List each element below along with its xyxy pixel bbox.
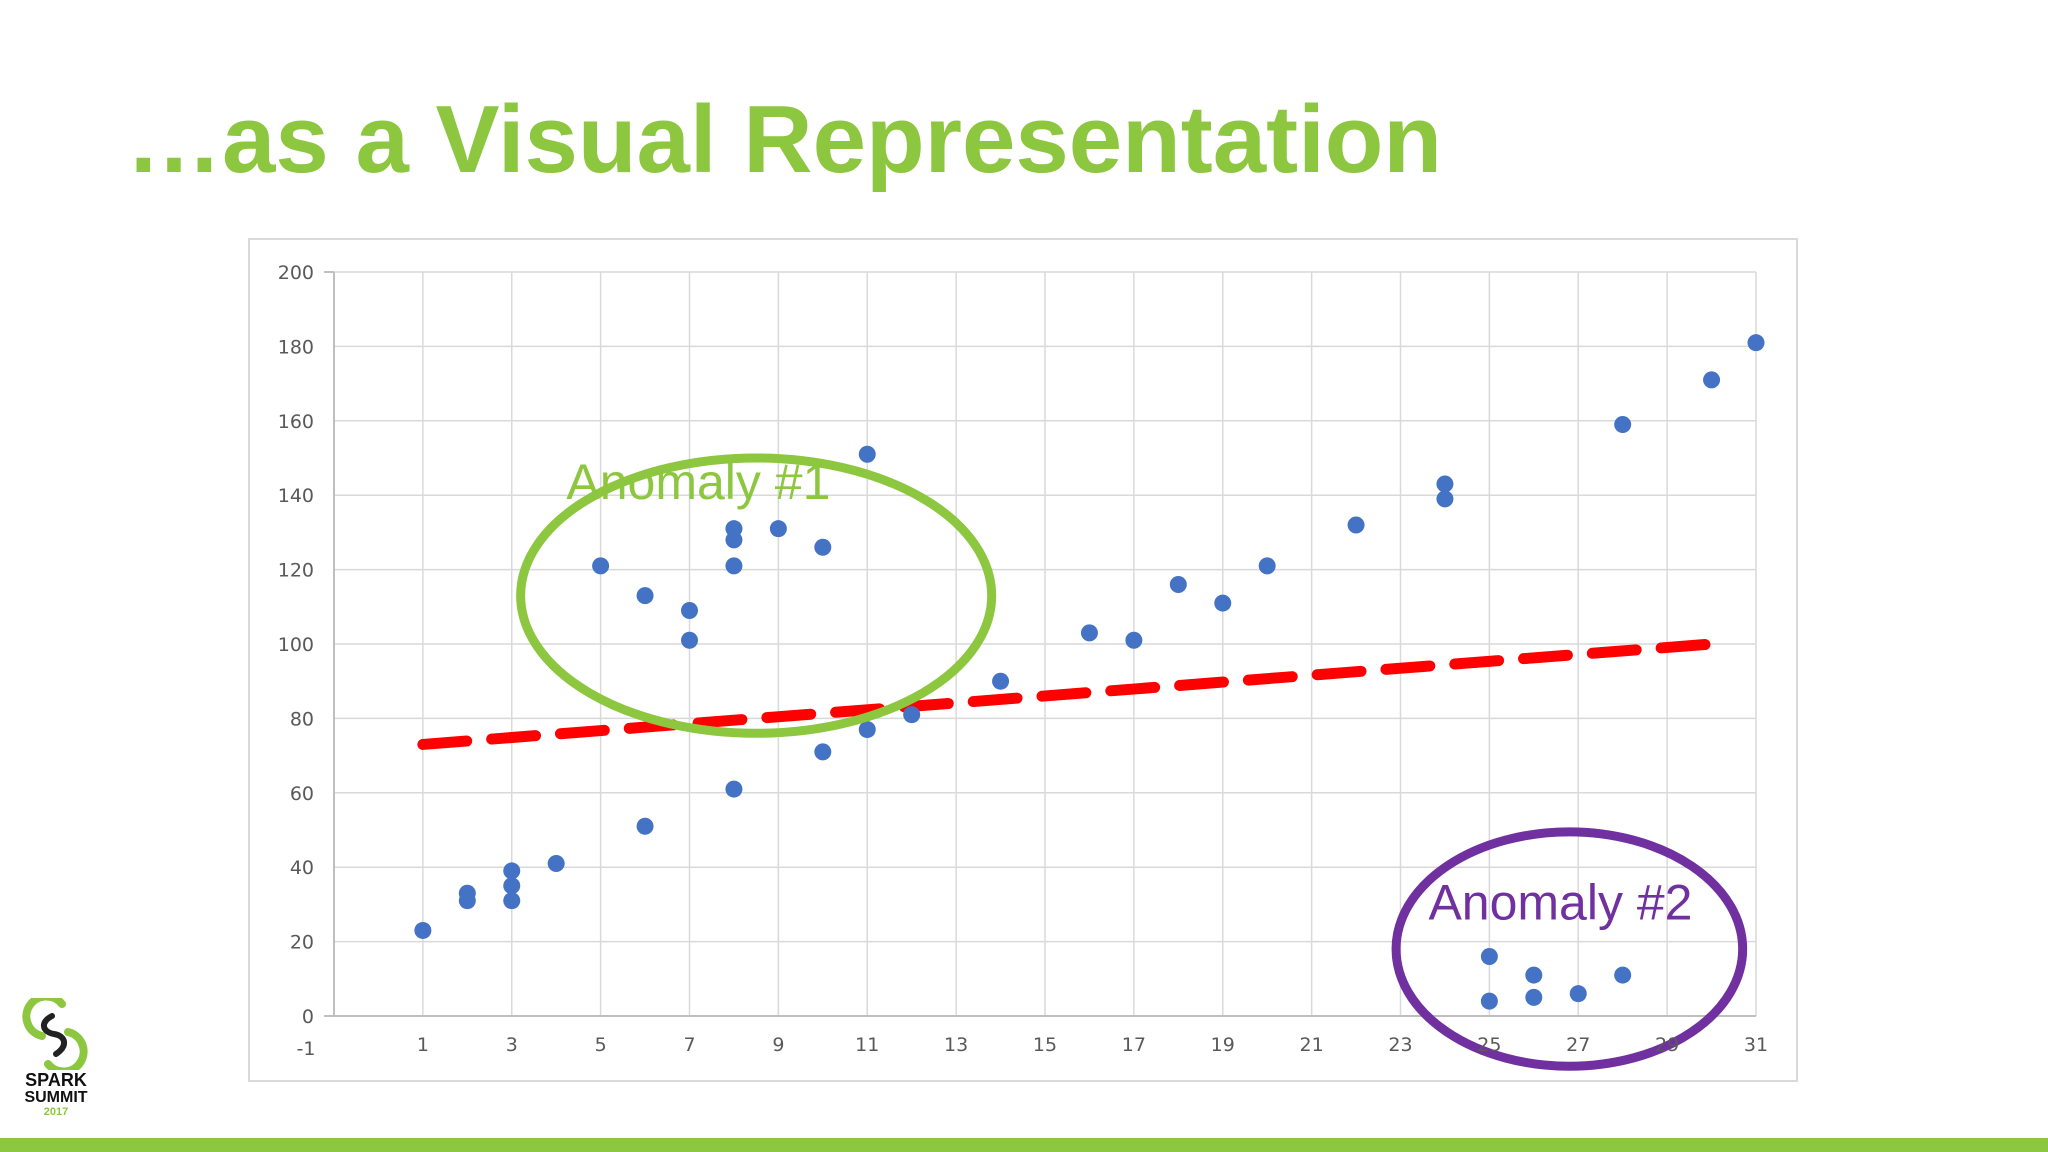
y-tick-label: 60	[290, 783, 314, 805]
data-point	[814, 538, 832, 556]
data-point	[903, 706, 921, 724]
data-point	[725, 557, 743, 575]
data-point	[769, 520, 787, 538]
data-point	[681, 631, 698, 649]
anomaly-2-ellipse	[1391, 827, 1748, 1071]
data-point	[1569, 985, 1587, 1003]
data-point	[1436, 475, 1454, 493]
data-point	[636, 817, 654, 835]
data-point	[858, 445, 876, 463]
x-tick-label: 27	[1566, 1034, 1590, 1056]
x-tick-label: 13	[944, 1034, 968, 1056]
x-tick-label: 25	[1477, 1034, 1501, 1056]
data-point	[1169, 575, 1187, 593]
x-tick-label: 7	[683, 1034, 695, 1056]
data-point	[1480, 947, 1498, 965]
scatter-chart: Anomaly #1 Anomaly #2 0 20 40 60 80 100 120 140 1…	[278, 262, 1768, 1071]
data-point	[1480, 992, 1498, 1010]
data-point	[1614, 966, 1632, 984]
data-point	[1436, 490, 1454, 508]
data-point	[503, 862, 521, 880]
data-point	[503, 892, 521, 910]
y-tick-label: 160	[278, 411, 314, 433]
data-point	[414, 921, 432, 939]
data-point	[1080, 624, 1098, 642]
data-point	[592, 557, 610, 575]
anomaly-1-label: Anomaly #1	[566, 454, 830, 510]
anomaly-1-ellipse	[516, 453, 997, 738]
footer-accent-bar	[0, 1138, 2048, 1152]
logo-year: 2017	[43, 1106, 69, 1118]
data-point	[814, 743, 832, 761]
x-tick-label: 23	[1388, 1034, 1412, 1056]
x-tick-label: 3	[506, 1034, 518, 1056]
y-tick-label: 200	[278, 262, 314, 284]
x-tick-label: 17	[1122, 1034, 1146, 1056]
data-point	[1214, 594, 1232, 612]
x-tick-label: 21	[1300, 1034, 1324, 1056]
data-point	[1258, 557, 1276, 575]
data-point	[992, 672, 1010, 690]
data-point	[1747, 334, 1765, 352]
anomaly-annotations: Anomaly #1 Anomaly #2	[516, 453, 1748, 1071]
data-point	[725, 531, 743, 549]
y-tick-label: 20	[290, 932, 314, 954]
data-point	[1614, 416, 1632, 434]
data-point	[681, 602, 698, 620]
data-point	[547, 854, 565, 872]
data-point	[458, 884, 476, 902]
x-tick-label: 9	[772, 1034, 784, 1056]
logo-line-spark: SPARK	[25, 1070, 87, 1090]
spark-summit-logo-icon	[22, 998, 88, 1070]
x-tick-label: 29	[1655, 1034, 1679, 1056]
y-tick-label: 100	[278, 634, 314, 656]
x-tick-label: 19	[1211, 1034, 1235, 1056]
data-point	[858, 721, 876, 739]
y-tick-label: 0	[302, 1006, 314, 1028]
y-tick-label: 80	[290, 708, 314, 730]
chart-grid	[324, 271, 1757, 1017]
data-point	[636, 587, 654, 605]
data-point	[1703, 371, 1721, 389]
y-tick-label: 140	[278, 485, 314, 507]
spark-summit-logo: SPARK SUMMIT 2017	[18, 998, 98, 1118]
x-tick-label: 31	[1744, 1034, 1768, 1056]
data-point	[1525, 966, 1543, 984]
logo-line-summit: SUMMIT	[24, 1089, 88, 1106]
x-tick-label: 1	[417, 1034, 429, 1056]
data-point	[1347, 516, 1365, 534]
data-point	[503, 877, 521, 895]
data-point	[1525, 988, 1543, 1006]
data-point	[1125, 631, 1143, 649]
data-point	[725, 780, 743, 798]
slide-title: …as a Visual Representation	[126, 86, 1443, 193]
y-tick-label: 40	[290, 857, 314, 879]
x-tick-label: -1	[297, 1038, 316, 1060]
x-tick-label: 15	[1033, 1034, 1057, 1056]
trendline	[417, 638, 1718, 750]
anomaly-2-label: Anomaly #2	[1428, 874, 1692, 930]
x-tick-label: 5	[595, 1034, 607, 1056]
trendline-layer	[417, 638, 1718, 750]
y-tick-label: 180	[278, 336, 314, 358]
data-points	[414, 334, 1765, 1010]
x-tick-label: 11	[855, 1034, 879, 1056]
y-tick-label: 120	[278, 560, 314, 582]
